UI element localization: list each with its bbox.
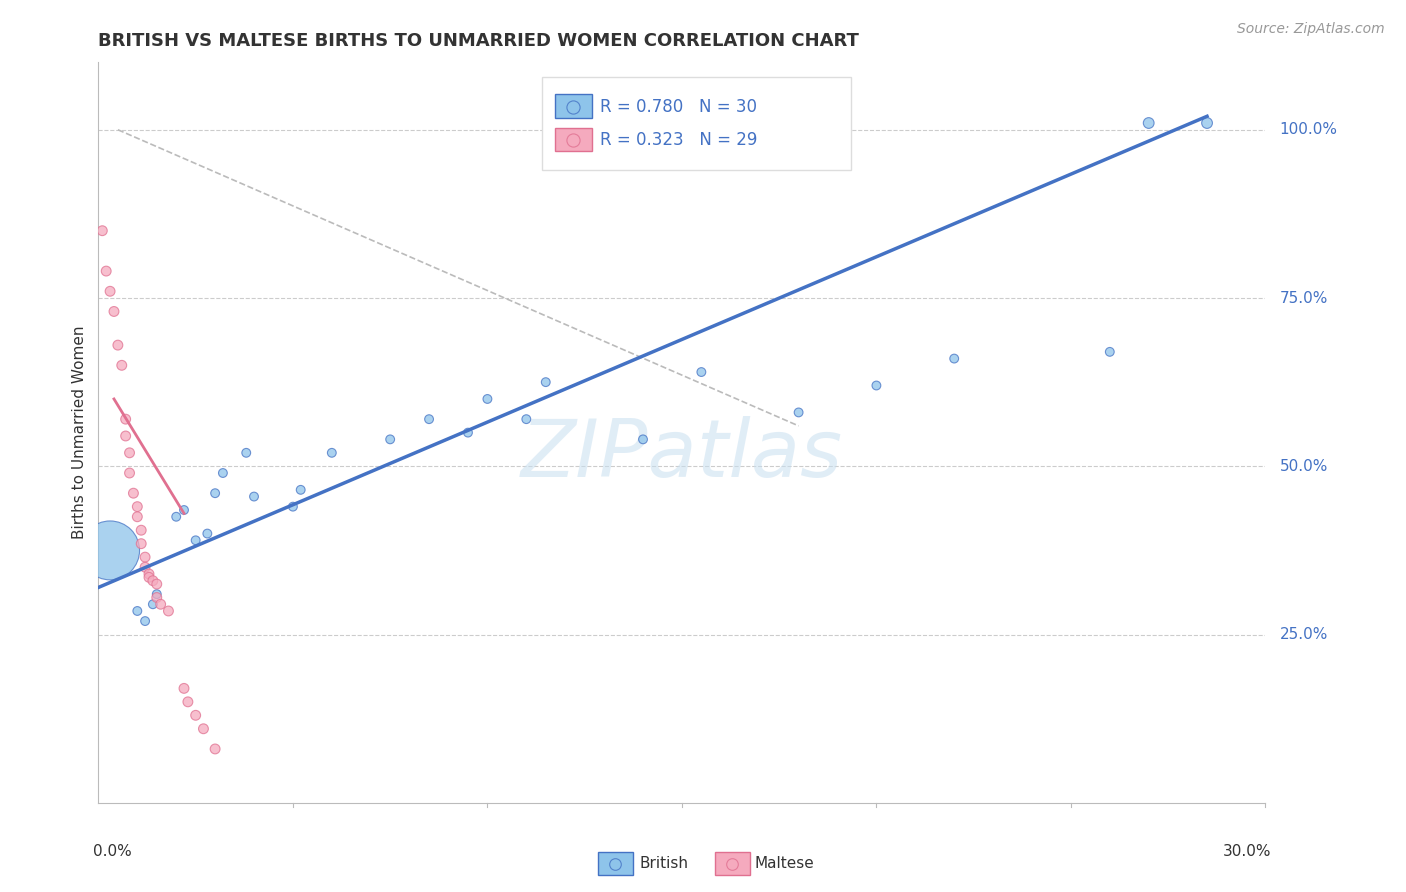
Point — [98, 543, 121, 558]
Point — [114, 412, 136, 426]
Point — [1195, 116, 1218, 130]
Point — [1137, 116, 1160, 130]
Text: R = 0.780   N = 30: R = 0.780 N = 30 — [600, 98, 758, 116]
Point — [127, 500, 149, 514]
Point — [134, 550, 156, 565]
Point — [534, 375, 557, 389]
Point — [184, 708, 207, 723]
FancyBboxPatch shape — [555, 95, 592, 118]
Point — [195, 526, 218, 541]
Point — [149, 597, 172, 611]
Text: 25.0%: 25.0% — [1279, 627, 1327, 642]
Point — [477, 392, 499, 406]
Point — [193, 722, 215, 736]
Point — [204, 486, 226, 500]
Text: R = 0.323   N = 29: R = 0.323 N = 29 — [600, 131, 758, 149]
FancyBboxPatch shape — [598, 853, 633, 875]
Point — [142, 597, 165, 611]
Point — [146, 591, 169, 605]
Point — [690, 365, 713, 379]
Point — [418, 412, 440, 426]
Point — [122, 486, 145, 500]
Point — [134, 614, 156, 628]
Point — [91, 224, 114, 238]
Point — [631, 433, 654, 447]
FancyBboxPatch shape — [714, 853, 749, 875]
FancyBboxPatch shape — [541, 78, 851, 169]
Text: 75.0%: 75.0% — [1279, 291, 1327, 305]
Point — [865, 378, 887, 392]
Point — [173, 681, 195, 696]
Point — [138, 566, 160, 581]
Point — [212, 466, 235, 480]
Point — [173, 503, 195, 517]
Point — [134, 560, 156, 574]
Point — [1098, 344, 1121, 359]
Point — [243, 490, 266, 504]
Point — [146, 577, 169, 591]
Point — [281, 500, 304, 514]
Text: 100.0%: 100.0% — [1279, 122, 1337, 137]
Text: 0.0%: 0.0% — [93, 844, 131, 858]
Point — [204, 742, 226, 756]
Point — [127, 604, 149, 618]
Point — [457, 425, 479, 440]
Text: British: British — [640, 856, 689, 871]
Text: BRITISH VS MALTESE BIRTHS TO UNMARRIED WOMEN CORRELATION CHART: BRITISH VS MALTESE BIRTHS TO UNMARRIED W… — [98, 32, 859, 50]
Text: 30.0%: 30.0% — [1223, 844, 1271, 858]
Text: ZIPatlas: ZIPatlas — [520, 416, 844, 494]
Point — [146, 587, 169, 601]
Point — [138, 570, 160, 584]
Text: Source: ZipAtlas.com: Source: ZipAtlas.com — [1237, 22, 1385, 37]
Point — [129, 523, 152, 537]
Point — [321, 446, 343, 460]
Text: Maltese: Maltese — [754, 856, 814, 871]
Point — [157, 604, 180, 618]
Point — [235, 446, 257, 460]
Point — [127, 509, 149, 524]
Point — [184, 533, 207, 548]
Point — [118, 466, 141, 480]
Point — [165, 509, 187, 524]
Point — [118, 446, 141, 460]
Point — [943, 351, 966, 366]
Point — [96, 264, 118, 278]
Point — [107, 338, 129, 352]
Point — [515, 412, 537, 426]
FancyBboxPatch shape — [555, 128, 592, 152]
Point — [142, 574, 165, 588]
Point — [103, 304, 125, 318]
Point — [787, 405, 810, 419]
Point — [290, 483, 312, 497]
Point — [114, 429, 136, 443]
Point — [177, 695, 200, 709]
Point — [129, 536, 152, 550]
Point — [111, 359, 134, 373]
Point — [380, 433, 402, 447]
Y-axis label: Births to Unmarried Women: Births to Unmarried Women — [72, 326, 87, 540]
Text: 50.0%: 50.0% — [1279, 458, 1327, 474]
Point — [98, 285, 121, 299]
